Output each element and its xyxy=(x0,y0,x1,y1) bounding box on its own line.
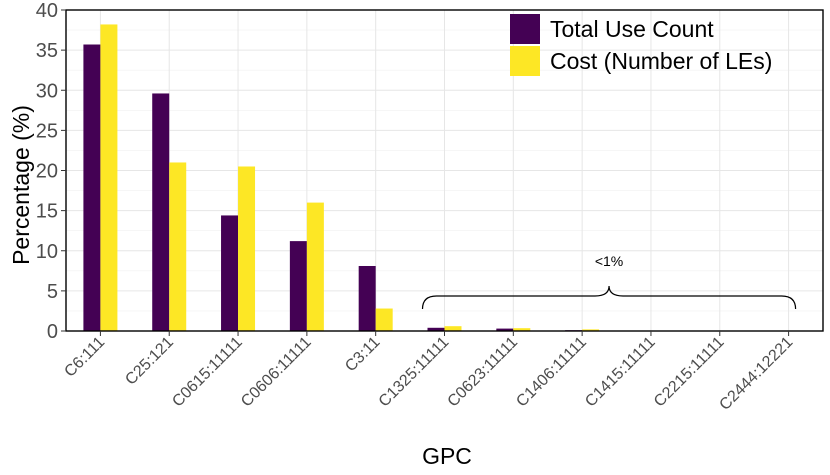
annotation-label: <1% xyxy=(595,253,623,269)
x-axis-title: GPC xyxy=(422,443,472,469)
x-tick-label: C1406:11111 xyxy=(513,334,590,411)
x-tick-label: C2215:11111 xyxy=(651,334,728,411)
bar-cost-number-of-les--c0623-11111 xyxy=(513,328,531,331)
bar-cost-number-of-les--c25-121 xyxy=(169,162,187,331)
y-axis-title: Percentage (%) xyxy=(8,105,34,265)
legend-label: Cost (Number of LEs) xyxy=(550,48,772,74)
y-tick-label: 30 xyxy=(36,80,58,102)
annotation: <1% xyxy=(421,253,797,310)
bar-total-use-count-c0606-11111 xyxy=(289,241,307,331)
x-tick-label: C1415:11111 xyxy=(582,334,659,411)
x-tick-label: C6:111 xyxy=(61,334,108,381)
y-tick-label: 0 xyxy=(47,321,58,343)
legend-key-cost-number-of-les- xyxy=(510,46,540,76)
bar-cost-number-of-les--c0606-11111 xyxy=(306,202,324,331)
bars xyxy=(83,24,806,332)
y-tick-label: 25 xyxy=(36,120,58,142)
x-tick-label: C1325:11111 xyxy=(376,334,453,411)
curly-brace xyxy=(421,285,797,310)
x-tick-label: C3:11 xyxy=(342,334,383,375)
legend-key-total-use-count xyxy=(510,14,540,44)
bar-total-use-count-c6-111 xyxy=(83,44,101,331)
x-tick-label: C25:121 xyxy=(122,334,177,389)
bar-cost-number-of-les--c3-11 xyxy=(375,308,393,331)
x-tick-label: C0615:11111 xyxy=(169,334,246,411)
bar-cost-number-of-les--c6-111 xyxy=(100,24,118,331)
bar-cost-number-of-les--c1325-11111 xyxy=(444,326,462,331)
y-tick-label: 10 xyxy=(36,241,58,263)
x-tick-label: C2444:12221 xyxy=(716,334,796,414)
y-tick-label: 15 xyxy=(36,201,58,223)
y-tick-label: 5 xyxy=(47,281,58,303)
bar-total-use-count-c0615-11111 xyxy=(221,215,239,331)
y-tick-label: 35 xyxy=(36,40,58,62)
bar-cost-number-of-les--c0615-11111 xyxy=(238,166,256,331)
y-tick-label: 40 xyxy=(36,0,58,22)
bar-total-use-count-c25-121 xyxy=(152,93,170,332)
x-tick-label: C0606:11111 xyxy=(238,334,315,411)
legend: Total Use Count Cost (Number of LEs) xyxy=(510,14,772,76)
bar-total-use-count-c1325-11111 xyxy=(427,327,445,331)
legend-label: Total Use Count xyxy=(550,16,714,42)
y-tick-label: 20 xyxy=(36,161,58,183)
x-tick-label: C0623:11111 xyxy=(445,334,522,411)
bar-total-use-count-c3-11 xyxy=(358,265,376,331)
bar-total-use-count-c0623-11111 xyxy=(496,328,514,331)
bar-cost-number-of-les--c1406-11111 xyxy=(582,329,600,331)
